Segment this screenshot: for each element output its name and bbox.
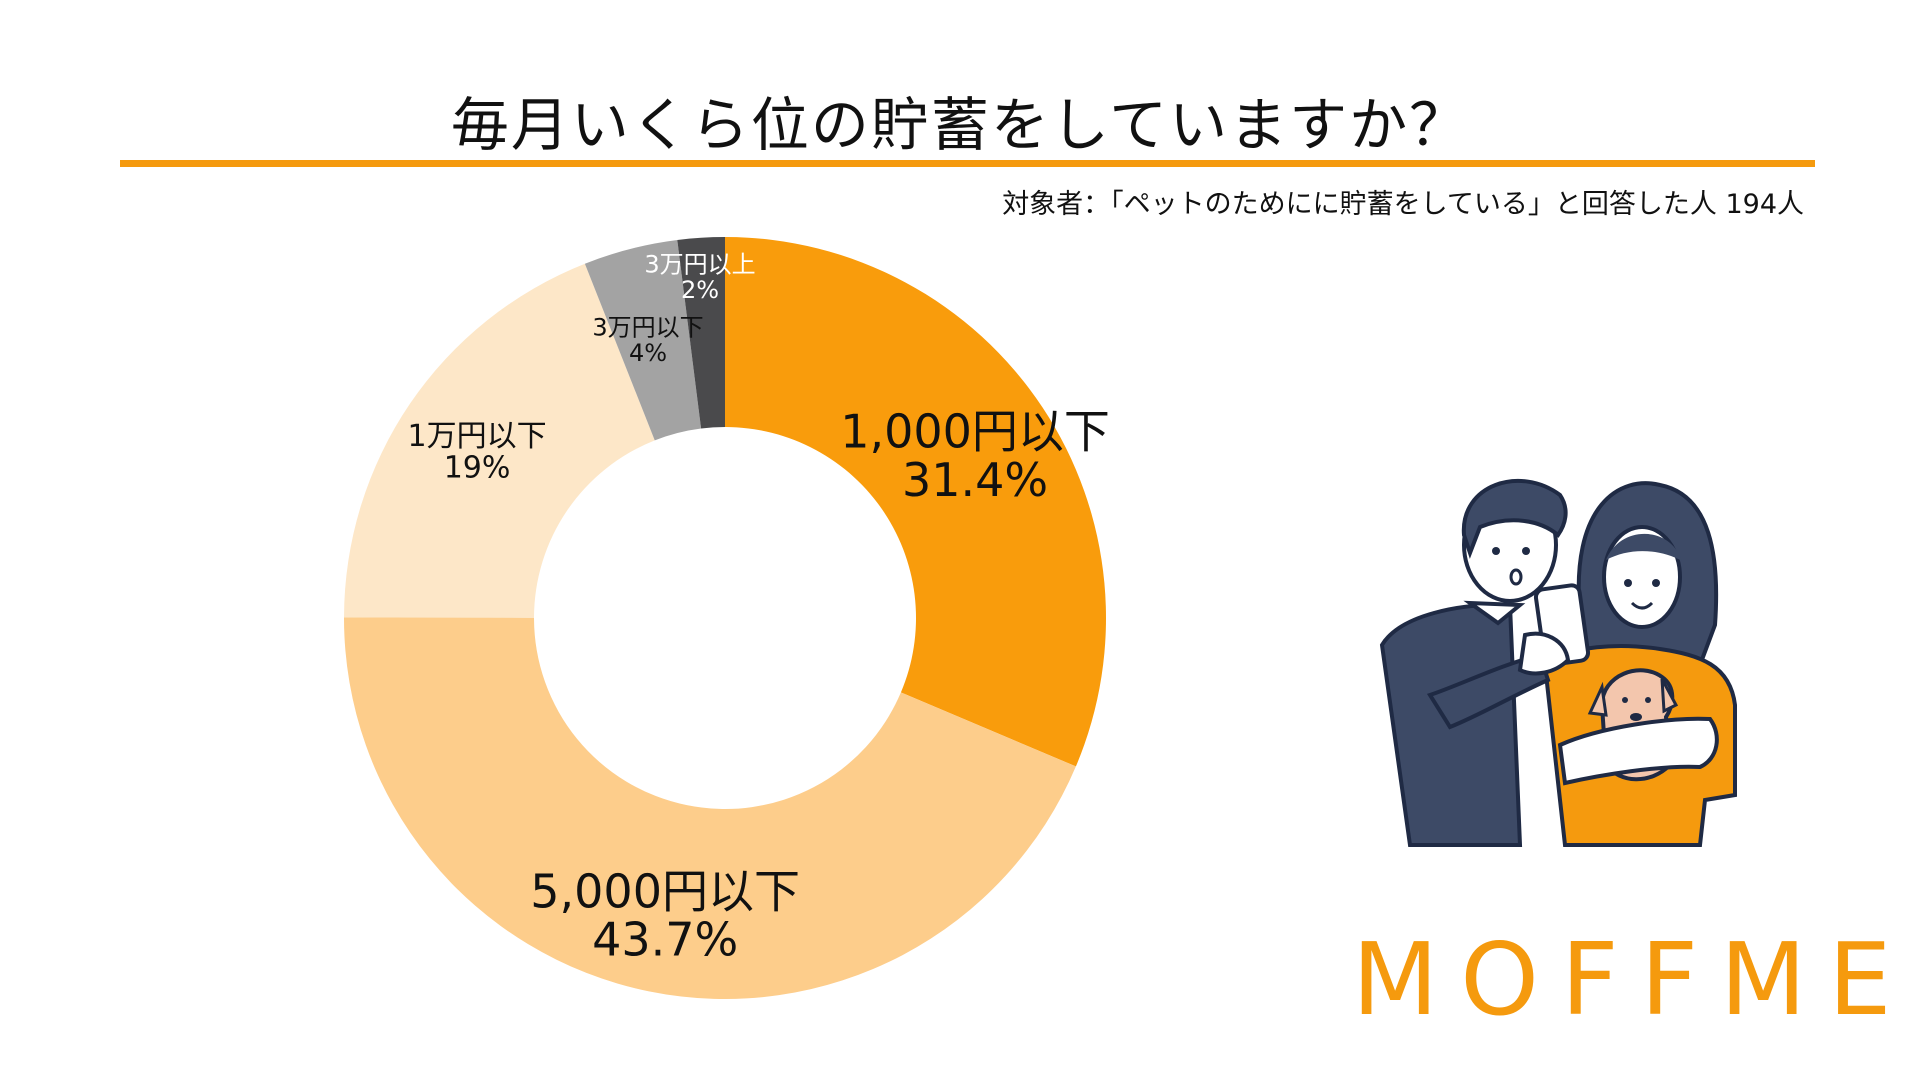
slice-label-2: 1万円以下 19% <box>407 419 546 486</box>
couple-with-dog-illustration <box>1379 478 1737 847</box>
slice-label-3: 3万円以下 4% <box>592 314 703 367</box>
slice-label-1: 5,000円以下 43.7% <box>530 864 800 966</box>
slice-percent-label: 4% <box>629 339 667 367</box>
slice-label-0: 1,000円以下 31.4% <box>840 405 1110 507</box>
slice-category-label: 1,000円以下 <box>840 405 1110 459</box>
slice-category-label: 3万円以上 <box>644 251 755 279</box>
slice-category-label: 1万円以下 <box>407 419 546 454</box>
moffme-logo: MOFFME <box>1352 921 1914 1038</box>
slice-label-4: 3万円以上 2% <box>644 251 755 304</box>
chart-subtitle: 対象者：「ペットのためにに貯蓄をしている」と回答した人 194人 <box>1002 189 1804 220</box>
slice-percent-label: 31.4% <box>902 453 1048 507</box>
donut-slice-4 <box>677 237 725 429</box>
chart-title: 毎月いくら位の貯蓄をしていますか？ <box>450 91 1470 159</box>
slice-category-label: 3万円以下 <box>592 314 703 342</box>
man-hair <box>1461 478 1568 559</box>
donut-slice-0 <box>725 237 1106 767</box>
donut-slice-2 <box>344 263 655 618</box>
slice-percent-label: 43.7% <box>592 913 738 967</box>
slice-percent-label: 19% <box>444 451 511 486</box>
title-underline <box>120 160 1815 167</box>
donut-slice-1 <box>343 617 1076 999</box>
slice-category-label: 5,000円以下 <box>530 864 800 918</box>
donut-slice-3 <box>584 239 702 441</box>
slice-percent-label: 2% <box>681 276 719 304</box>
